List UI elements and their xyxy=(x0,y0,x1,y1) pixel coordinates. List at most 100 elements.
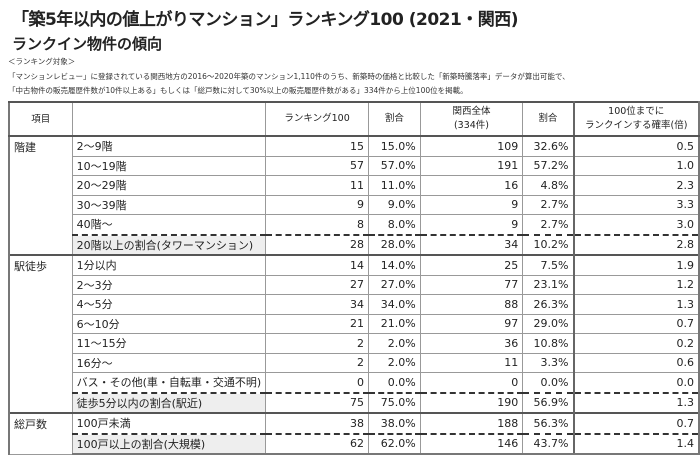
row-label: 11～15分 xyxy=(71,333,267,354)
header-kansai-label: 関西全体 xyxy=(452,106,491,117)
row-label: 100戸以上の割合(大規模) xyxy=(71,432,267,455)
probability: 0.6 xyxy=(573,352,700,373)
rank100-ratio: 0.0% xyxy=(367,372,421,393)
kansai-count: 88 xyxy=(419,294,524,315)
probability: 0.2 xyxy=(573,333,700,354)
rank100-count: 57 xyxy=(265,155,369,176)
kansai-count: 36 xyxy=(419,333,524,354)
rank100-count: 28 xyxy=(265,233,369,256)
row-label: 10～19階 xyxy=(71,155,267,176)
probability: 1.0 xyxy=(573,155,700,176)
header-blank xyxy=(71,101,267,137)
header-kansai: 関西全体 (334件) xyxy=(419,101,524,137)
header-kansai-count: (334件) xyxy=(453,120,489,131)
kansai-count: 11 xyxy=(419,352,524,373)
note-line: 「マンションレビュー」に登録されている関西地方の2016～2020年築のマンショ… xyxy=(8,72,570,81)
rank100-count: 0 xyxy=(265,372,369,393)
probability: 2.3 xyxy=(573,175,700,196)
row-label: 6～10分 xyxy=(71,313,267,334)
rank100-count: 11 xyxy=(265,175,369,196)
row-label: 20階以上の割合(タワーマンション) xyxy=(71,233,267,256)
table-row: 30～39階 9 9.0% 9 2.7% 3.3 xyxy=(9,194,700,215)
rank100-count: 62 xyxy=(265,432,369,455)
kansai-ratio: 26.3% xyxy=(522,294,575,315)
rank100-ratio: 14.0% xyxy=(367,254,421,276)
table-row: 11～15分 2 2.0% 36 10.8% 0.2 xyxy=(9,333,700,354)
kansai-count: 77 xyxy=(419,274,524,295)
kansai-count: 191 xyxy=(419,155,524,176)
kansai-ratio: 56.9% xyxy=(522,391,575,414)
kansai-ratio: 57.2% xyxy=(522,155,575,176)
probability: 0.7 xyxy=(573,313,700,334)
table-row: 40階～ 8 8.0% 9 2.7% 3.0 xyxy=(9,214,700,235)
rank100-ratio: 9.0% xyxy=(367,194,421,215)
rank100-ratio: 11.0% xyxy=(367,175,421,196)
summary-row: 100戸以上の割合(大規模) 62 62.0% 146 43.7% 1.4 xyxy=(9,432,700,455)
header-prob-line2: ランクインする確率(倍) xyxy=(585,120,688,131)
summary-row: 20階以上の割合(タワーマンション) 28 28.0% 34 10.2% 2.8 xyxy=(9,233,700,256)
ranking-table: 項目 ランキング100 割合 関西全体 (334件) 割合 100位までに ランクイ… xyxy=(7,101,700,455)
header-ratio: 割合 xyxy=(522,101,575,137)
category-cell: 駅徒歩 xyxy=(7,254,73,414)
rank100-count: 9 xyxy=(265,194,369,215)
probability: 1.3 xyxy=(573,294,700,315)
kansai-ratio: 7.5% xyxy=(522,254,575,276)
header-item: 項目 xyxy=(7,101,73,137)
row-label: 2～3分 xyxy=(71,274,267,295)
probability: 2.8 xyxy=(573,233,700,256)
rank100-count: 38 xyxy=(265,412,369,434)
rank100-ratio: 34.0% xyxy=(367,294,421,315)
rank100-count: 75 xyxy=(265,391,369,414)
row-label: バス・その他(車・自転車・交通不明) xyxy=(71,372,267,393)
kansai-ratio: 2.7% xyxy=(522,214,575,235)
kansai-ratio: 0.0% xyxy=(522,372,575,393)
kansai-count: 109 xyxy=(419,135,524,157)
kansai-ratio: 4.8% xyxy=(522,175,575,196)
table-row: 16分～ 2 2.0% 11 3.3% 0.6 xyxy=(9,352,700,373)
kansai-count: 9 xyxy=(419,194,524,215)
table-header: 項目 ランキング100 割合 関西全体 (334件) 割合 100位までに ランクイ… xyxy=(7,101,700,137)
kansai-ratio: 29.0% xyxy=(522,313,575,334)
header-rank100: ランキング100 xyxy=(265,101,369,137)
page-subtitle: ランクイン物件の傾向 xyxy=(12,35,163,53)
rank100-ratio: 28.0% xyxy=(367,233,421,256)
row-label: 1分以内 xyxy=(71,254,267,276)
rank100-ratio: 57.0% xyxy=(367,155,421,176)
summary-row: 徒歩5分以内の割合(駅近) 75 75.0% 190 56.9% 1.3 xyxy=(9,391,700,414)
kansai-count: 188 xyxy=(419,412,524,434)
note-line: 「中古物件の販売履歴件数が10件以上ある」もしくは「総戸数に対して30%以上の販… xyxy=(8,86,468,95)
row-label: 100戸未満 xyxy=(71,412,267,434)
kansai-ratio: 56.3% xyxy=(522,412,575,434)
note-heading: ＜ランキング対象＞ xyxy=(8,57,76,66)
probability: 0.5 xyxy=(573,135,700,157)
row-label: 40階～ xyxy=(71,214,267,235)
probability: 1.3 xyxy=(573,391,700,414)
row-label: 16分～ xyxy=(71,352,267,373)
category-cell: 階建 xyxy=(7,135,73,256)
probability: 3.3 xyxy=(573,194,700,215)
rank100-count: 15 xyxy=(265,135,369,157)
kansai-count: 97 xyxy=(419,313,524,334)
kansai-ratio: 32.6% xyxy=(522,135,575,157)
kansai-count: 34 xyxy=(419,233,524,256)
rank100-ratio: 27.0% xyxy=(367,274,421,295)
rank100-ratio: 75.0% xyxy=(367,391,421,414)
kansai-ratio: 10.2% xyxy=(522,233,575,256)
row-label: 2～9階 xyxy=(71,135,267,157)
header-ratio: 割合 xyxy=(367,101,421,137)
kansai-ratio: 23.1% xyxy=(522,274,575,295)
rank100-ratio: 15.0% xyxy=(367,135,421,157)
row-label: 20～29階 xyxy=(71,175,267,196)
rank100-ratio: 2.0% xyxy=(367,333,421,354)
table-row: 階建 2～9階 15 15.0% 109 32.6% 0.5 xyxy=(7,135,700,256)
probability: 0.0 xyxy=(573,372,700,393)
header-probability: 100位までに ランクインする確率(倍) xyxy=(573,101,700,137)
kansai-count: 0 xyxy=(419,372,524,393)
kansai-ratio: 3.3% xyxy=(522,352,575,373)
probability: 1.4 xyxy=(573,432,700,455)
table-row: 6～10分 21 21.0% 97 29.0% 0.7 xyxy=(9,313,700,334)
table-row: バス・その他(車・自転車・交通不明) 0 0.0% 0 0.0% 0.0 xyxy=(9,372,700,393)
rank100-ratio: 2.0% xyxy=(367,352,421,373)
probability: 1.2 xyxy=(573,274,700,295)
rank100-count: 21 xyxy=(265,313,369,334)
